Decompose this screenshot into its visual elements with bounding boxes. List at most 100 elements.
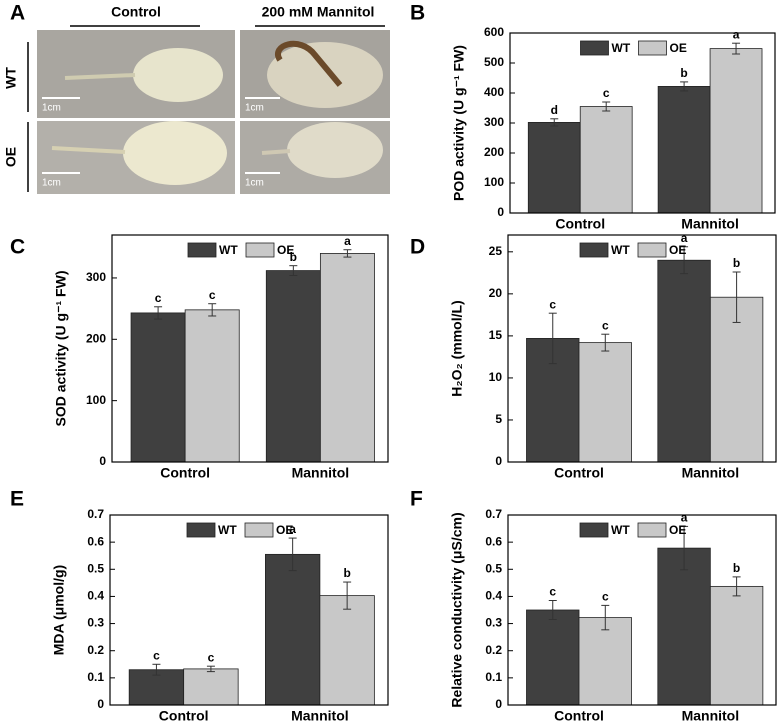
plot-frame: [507, 514, 777, 706]
bar: [709, 296, 764, 463]
significance-letter: c: [209, 288, 216, 302]
column-label: Control: [111, 4, 161, 20]
x-tick-label: Control: [160, 465, 210, 481]
plot-frame: [109, 514, 389, 706]
x-tick-label: Mannitol: [682, 708, 740, 722]
y-tick-label: 500: [484, 55, 504, 69]
y-tick-label: 0: [495, 697, 502, 711]
x-tick-label: Mannitol: [291, 708, 349, 722]
petiole: [51, 146, 126, 154]
row-label: OE: [3, 147, 19, 167]
y-tick-label: 25: [489, 244, 503, 258]
y-axis-title: MDA (μmol/g): [51, 565, 67, 655]
x-tick-label: Mannitol: [681, 216, 739, 232]
y-tick-label: 0.7: [87, 507, 104, 521]
panel-letter: B: [410, 2, 425, 25]
y-tick-label: 0.2: [485, 643, 502, 657]
y-tick-label: 100: [484, 175, 504, 189]
y-axis-title: POD activity (U g⁻¹ FW): [451, 45, 467, 201]
significance-letter: c: [155, 291, 162, 305]
significance-letter: b: [733, 256, 740, 270]
bar: [709, 48, 763, 214]
y-axis-title: H₂O₂ (mmol/L): [449, 300, 465, 396]
x-tick-label: Mannitol: [292, 465, 350, 481]
plot-frame: [509, 32, 776, 214]
plot-frame: [111, 234, 389, 463]
legend-label: WT: [219, 243, 238, 257]
y-tick-label: 0.1: [485, 670, 502, 684]
legend-swatch: [638, 40, 667, 56]
bar: [578, 617, 632, 706]
panel-letter: D: [410, 236, 425, 259]
y-tick-label: 0.4: [485, 589, 502, 603]
y-tick-label: 600: [484, 25, 504, 39]
y-tick-label: 0.3: [485, 616, 502, 630]
legend-swatch: [579, 242, 609, 258]
bar: [578, 342, 632, 463]
significance-letter: c: [603, 86, 610, 100]
significance-letter: c: [208, 650, 215, 664]
bar: [709, 585, 764, 706]
y-tick-label: 400: [484, 85, 504, 99]
legend-label: WT: [612, 41, 631, 55]
scale-label: 1cm: [245, 178, 264, 189]
bar: [579, 106, 633, 214]
y-tick-label: 0: [495, 454, 502, 468]
chart: 0 100 200 300 Control c c Mannitol b a WT OE SOD act…: [53, 234, 389, 481]
panel-letter: C: [10, 236, 25, 259]
legend-label: OE: [669, 243, 686, 257]
panel-letter: A: [10, 2, 25, 25]
bar: [527, 122, 581, 214]
x-tick-label: Control: [554, 465, 604, 481]
significance-letter: a: [681, 231, 688, 245]
bar: [183, 668, 239, 706]
legend-label: OE: [276, 523, 293, 537]
chart: 0 0.1 0.2 0.3 0.4 0.5 0.6 0.7 Control c c Mannitol a…: [449, 507, 777, 722]
petiole: [261, 149, 291, 155]
leaf: [267, 42, 383, 108]
y-tick-label: 0.6: [485, 534, 502, 548]
legend-swatch: [580, 40, 609, 56]
photo-panel: A Control 200 mM Mannitol WT OE 1cm 1cm …: [3, 2, 390, 194]
legend-label: OE: [277, 243, 294, 257]
y-tick-label: 0: [99, 454, 106, 468]
significance-letter: b: [290, 250, 297, 264]
y-tick-label: 300: [86, 270, 106, 284]
bar: [319, 253, 375, 463]
scale-label: 1cm: [42, 103, 61, 114]
significance-letter: c: [153, 648, 160, 662]
x-tick-label: Mannitol: [682, 465, 740, 481]
y-tick-label: 200: [86, 331, 106, 345]
x-tick-label: Control: [554, 708, 604, 722]
y-tick-label: 0: [497, 205, 504, 219]
chart: 0 0.1 0.2 0.3 0.4 0.5 0.6 0.7 Control c c Mannitol a…: [51, 507, 389, 722]
y-tick-label: 300: [484, 115, 504, 129]
y-tick-label: 100: [86, 393, 106, 407]
y-tick-label: 15: [489, 328, 503, 342]
column-label: 200 mM Mannitol: [262, 4, 375, 20]
leaf: [123, 121, 227, 185]
y-tick-label: 0.4: [87, 589, 104, 603]
bar: [526, 609, 580, 706]
bar: [657, 86, 711, 214]
bar: [184, 309, 240, 463]
bar: [319, 595, 375, 706]
significance-letter: a: [681, 511, 688, 525]
significance-letter: a: [289, 522, 296, 536]
legend-label: WT: [218, 523, 237, 537]
significance-letter: a: [344, 234, 351, 248]
significance-letter: a: [733, 27, 740, 41]
legend-label: OE: [669, 523, 686, 537]
panel-letter: F: [410, 488, 423, 511]
y-tick-label: 200: [484, 145, 504, 159]
y-tick-label: 20: [489, 286, 503, 300]
plot-frame: [507, 234, 777, 463]
y-tick-label: 0.5: [485, 561, 502, 575]
x-tick-label: Control: [555, 216, 605, 232]
legend-swatch: [637, 522, 667, 538]
x-tick-label: Control: [159, 708, 209, 722]
y-axis-title: SOD activity (U g⁻¹ FW): [53, 271, 69, 427]
chart: 0 100 200 300 400 500 600 Control d c Mannitol b a WT…: [451, 25, 776, 232]
y-tick-label: 10: [489, 370, 503, 384]
legend-swatch: [187, 242, 217, 258]
